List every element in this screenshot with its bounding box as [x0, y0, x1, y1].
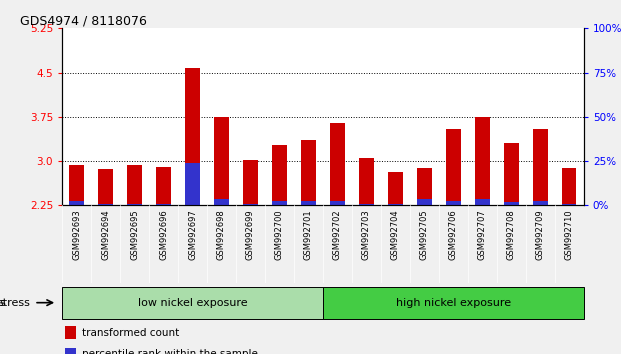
Bar: [243, 160, 258, 205]
Bar: [359, 158, 374, 205]
Bar: [301, 141, 315, 205]
Bar: [70, 165, 84, 205]
Text: GSM992696: GSM992696: [159, 209, 168, 260]
Bar: [185, 68, 200, 205]
Bar: [388, 172, 402, 205]
Bar: [70, 201, 84, 205]
Text: GSM992710: GSM992710: [564, 209, 574, 260]
Bar: [359, 204, 374, 205]
Bar: [127, 165, 142, 205]
Bar: [388, 204, 402, 205]
Bar: [214, 199, 229, 205]
Bar: [156, 204, 171, 205]
Text: GSM992694: GSM992694: [101, 209, 110, 260]
Bar: [98, 204, 113, 205]
Bar: [272, 144, 287, 205]
Bar: [504, 143, 519, 205]
Bar: [533, 201, 548, 205]
Bar: [417, 168, 432, 205]
Bar: [301, 201, 315, 205]
Text: transformed count: transformed count: [83, 328, 179, 338]
Bar: [330, 201, 345, 205]
Bar: [562, 168, 576, 205]
Bar: [65, 326, 76, 339]
Bar: [214, 117, 229, 205]
Bar: [446, 201, 461, 205]
Bar: [504, 202, 519, 205]
Text: GSM992708: GSM992708: [507, 209, 516, 260]
Bar: [62, 287, 323, 319]
Bar: [446, 129, 461, 205]
Bar: [323, 287, 584, 319]
Bar: [156, 167, 171, 205]
Text: GSM992709: GSM992709: [536, 209, 545, 260]
Bar: [185, 164, 200, 205]
Bar: [475, 199, 489, 205]
Text: GSM992698: GSM992698: [217, 209, 226, 260]
Bar: [243, 204, 258, 205]
Bar: [475, 117, 489, 205]
Text: GSM992699: GSM992699: [246, 209, 255, 260]
Text: GSM992705: GSM992705: [420, 209, 429, 260]
Text: GSM992704: GSM992704: [391, 209, 400, 260]
Text: low nickel exposure: low nickel exposure: [138, 298, 247, 308]
Text: GSM992703: GSM992703: [362, 209, 371, 260]
Bar: [127, 204, 142, 205]
Text: GSM992706: GSM992706: [449, 209, 458, 260]
Bar: [562, 204, 576, 205]
Text: GSM992700: GSM992700: [275, 209, 284, 260]
Bar: [65, 348, 76, 354]
Text: GSM992697: GSM992697: [188, 209, 197, 260]
Bar: [417, 199, 432, 205]
Bar: [98, 169, 113, 205]
Bar: [272, 201, 287, 205]
Text: stress: stress: [0, 298, 6, 308]
Bar: [533, 129, 548, 205]
Text: GSM992702: GSM992702: [333, 209, 342, 260]
Text: GSM992707: GSM992707: [478, 209, 487, 260]
Text: stress: stress: [0, 298, 30, 308]
Text: GSM992695: GSM992695: [130, 209, 139, 260]
Text: high nickel exposure: high nickel exposure: [396, 298, 511, 308]
Text: percentile rank within the sample: percentile rank within the sample: [83, 349, 258, 354]
Bar: [330, 123, 345, 205]
Text: GSM992701: GSM992701: [304, 209, 313, 260]
Text: GSM992693: GSM992693: [72, 209, 81, 260]
Text: GDS4974 / 8118076: GDS4974 / 8118076: [20, 14, 147, 27]
